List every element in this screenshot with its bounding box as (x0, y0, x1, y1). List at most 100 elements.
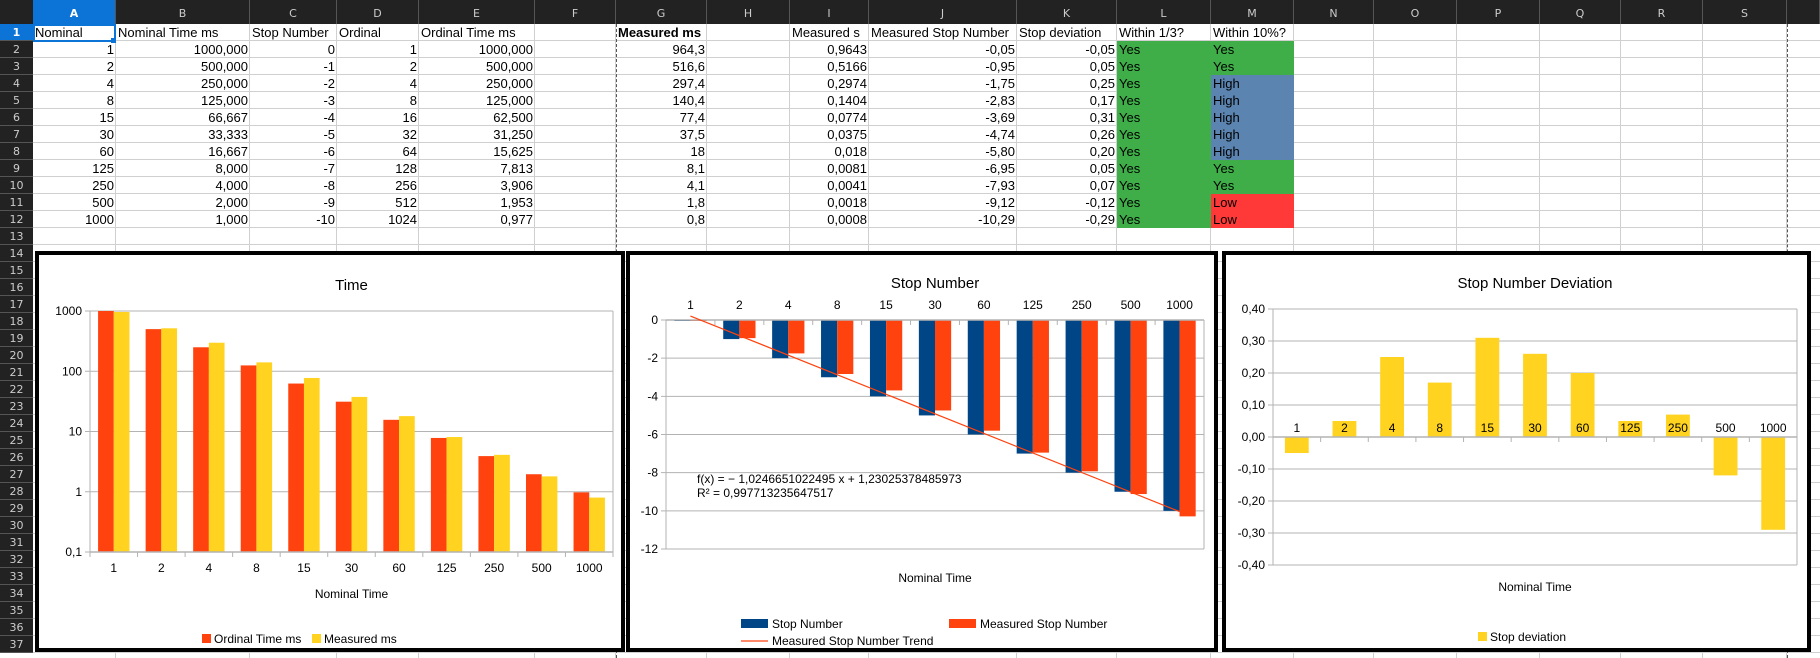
row-header-29[interactable]: 29 (0, 500, 33, 517)
cell-i3[interactable]: 0,5166 (827, 59, 867, 74)
cell-i5[interactable]: 0,1404 (827, 93, 867, 108)
cell-k3[interactable]: 0,05 (1089, 59, 1115, 74)
column-header-k[interactable]: K (1017, 0, 1117, 24)
cell-l4[interactable]: Yes (1117, 75, 1211, 92)
cell-b9[interactable]: 8,000 (215, 161, 248, 176)
column-header-p[interactable]: P (1457, 0, 1540, 24)
row-header-7[interactable]: 7 (0, 126, 33, 143)
cell-g11[interactable]: 1,8 (686, 195, 705, 210)
cell-g6[interactable]: 77,4 (679, 110, 705, 125)
cell-d9[interactable]: 128 (395, 161, 417, 176)
cell-k2[interactable]: -0,05 (1085, 42, 1115, 57)
cell-g9[interactable]: 8,1 (686, 161, 705, 176)
cell-l8[interactable]: Yes (1117, 143, 1211, 160)
cell-i6[interactable]: 0,0774 (827, 110, 867, 125)
cell-a9[interactable]: 125 (92, 161, 114, 176)
cell-j10[interactable]: -7,93 (985, 178, 1015, 193)
cell-e2[interactable]: 1000,000 (478, 42, 533, 57)
column-header-l[interactable]: L (1117, 0, 1211, 24)
cell-j11[interactable]: -9,12 (985, 195, 1015, 210)
cell-k11[interactable]: -0,12 (1085, 195, 1115, 210)
cell-d7[interactable]: 32 (402, 127, 417, 142)
cell-m10[interactable]: Yes (1211, 177, 1294, 194)
cell-j12[interactable]: -10,29 (978, 212, 1015, 227)
row-header-33[interactable]: 33 (0, 568, 33, 585)
header-cell-j[interactable]: Measured Stop Number (871, 25, 1010, 40)
cell-j3[interactable]: -0,95 (985, 59, 1015, 74)
cell-e9[interactable]: 7,813 (500, 161, 533, 176)
cell-m8[interactable]: High (1211, 143, 1294, 160)
select-all-corner[interactable] (0, 0, 33, 24)
row-header-5[interactable]: 5 (0, 92, 33, 109)
cell-b3[interactable]: 500,000 (201, 59, 248, 74)
column-header-f[interactable]: F (535, 0, 616, 24)
column-header-c[interactable]: C (250, 0, 337, 24)
cell-l12[interactable]: Yes (1117, 211, 1211, 228)
cell-l9[interactable]: Yes (1117, 160, 1211, 177)
cell-c12[interactable]: -10 (316, 212, 335, 227)
cell-l10[interactable]: Yes (1117, 177, 1211, 194)
cell-d3[interactable]: 2 (409, 59, 417, 74)
cell-b11[interactable]: 2,000 (215, 195, 248, 210)
cell-i2[interactable]: 0,9643 (827, 42, 867, 57)
header-cell-k[interactable]: Stop deviation (1019, 25, 1102, 40)
cell-l11[interactable]: Yes (1117, 194, 1211, 211)
cell-j5[interactable]: -2,83 (985, 93, 1015, 108)
column-header-n[interactable]: N (1294, 0, 1374, 24)
header-cell-i[interactable]: Measured s (792, 25, 860, 40)
row-header-8[interactable]: 8 (0, 143, 33, 160)
row-header-32[interactable]: 32 (0, 551, 33, 568)
cell-a12[interactable]: 1000 (85, 212, 114, 227)
cell-m9[interactable]: Yes (1211, 160, 1294, 177)
cell-d5[interactable]: 8 (409, 93, 417, 108)
cell-m4[interactable]: High (1211, 75, 1294, 92)
cell-m6[interactable]: High (1211, 109, 1294, 126)
row-header-9[interactable]: 9 (0, 160, 33, 177)
cell-e12[interactable]: 0,977 (500, 212, 533, 227)
cell-l5[interactable]: Yes (1117, 92, 1211, 109)
cell-e11[interactable]: 1,953 (500, 195, 533, 210)
row-header-11[interactable]: 11 (0, 194, 33, 211)
row-header-31[interactable]: 31 (0, 534, 33, 551)
chart-stop-deviation[interactable]: Stop Number Deviation 0,40 0,30 0,20 0,10 0,0… (1222, 251, 1811, 652)
header-cell-d[interactable]: Ordinal (339, 25, 381, 40)
cell-a6[interactable]: 15 (99, 110, 114, 125)
column-header-o[interactable]: O (1374, 0, 1457, 24)
cell-j6[interactable]: -3,69 (985, 110, 1015, 125)
cell-b6[interactable]: 66,667 (208, 110, 248, 125)
cell-e5[interactable]: 125,000 (486, 93, 533, 108)
cell-c6[interactable]: -4 (323, 110, 335, 125)
cell-c5[interactable]: -3 (323, 93, 335, 108)
cell-d4[interactable]: 4 (409, 76, 417, 91)
cell-b8[interactable]: 16,667 (208, 144, 248, 159)
row-header-26[interactable]: 26 (0, 449, 33, 466)
cell-b4[interactable]: 250,000 (201, 76, 248, 91)
cell-d2[interactable]: 1 (409, 42, 417, 57)
cell-k12[interactable]: -0,29 (1085, 212, 1115, 227)
cell-d10[interactable]: 256 (395, 178, 417, 193)
cell-b7[interactable]: 33,333 (208, 127, 248, 142)
row-header-34[interactable]: 34 (0, 585, 33, 602)
row-header-20[interactable]: 20 (0, 347, 33, 364)
cell-c3[interactable]: -1 (323, 59, 335, 74)
cell-g10[interactable]: 4,1 (686, 178, 705, 193)
cell-g3[interactable]: 516,6 (672, 59, 705, 74)
cell-b10[interactable]: 4,000 (215, 178, 248, 193)
row-header-13[interactable]: 13 (0, 228, 33, 245)
cell-g2[interactable]: 964,3 (672, 42, 705, 57)
column-header-m[interactable]: M (1211, 0, 1294, 24)
header-cell-a[interactable]: Nominal (35, 25, 83, 40)
column-header-r[interactable]: R (1621, 0, 1703, 24)
cell-k6[interactable]: 0,31 (1089, 110, 1115, 125)
cell-i10[interactable]: 0,0041 (827, 178, 867, 193)
column-header-i[interactable]: I (790, 0, 869, 24)
cell-c11[interactable]: -9 (323, 195, 335, 210)
cell-e10[interactable]: 3,906 (500, 178, 533, 193)
column-header-s[interactable]: S (1703, 0, 1787, 24)
cell-g4[interactable]: 297,4 (672, 76, 705, 91)
cell-b5[interactable]: 125,000 (201, 93, 248, 108)
chart-stop-number[interactable]: Stop Number 0 -2 -4 -6 -8 -10 -12 1 2 4 8 15 30 60 125 2… (626, 251, 1218, 652)
cell-a10[interactable]: 250 (92, 178, 114, 193)
column-header-g[interactable]: G (616, 0, 707, 24)
cell-k7[interactable]: 0,26 (1089, 127, 1115, 142)
